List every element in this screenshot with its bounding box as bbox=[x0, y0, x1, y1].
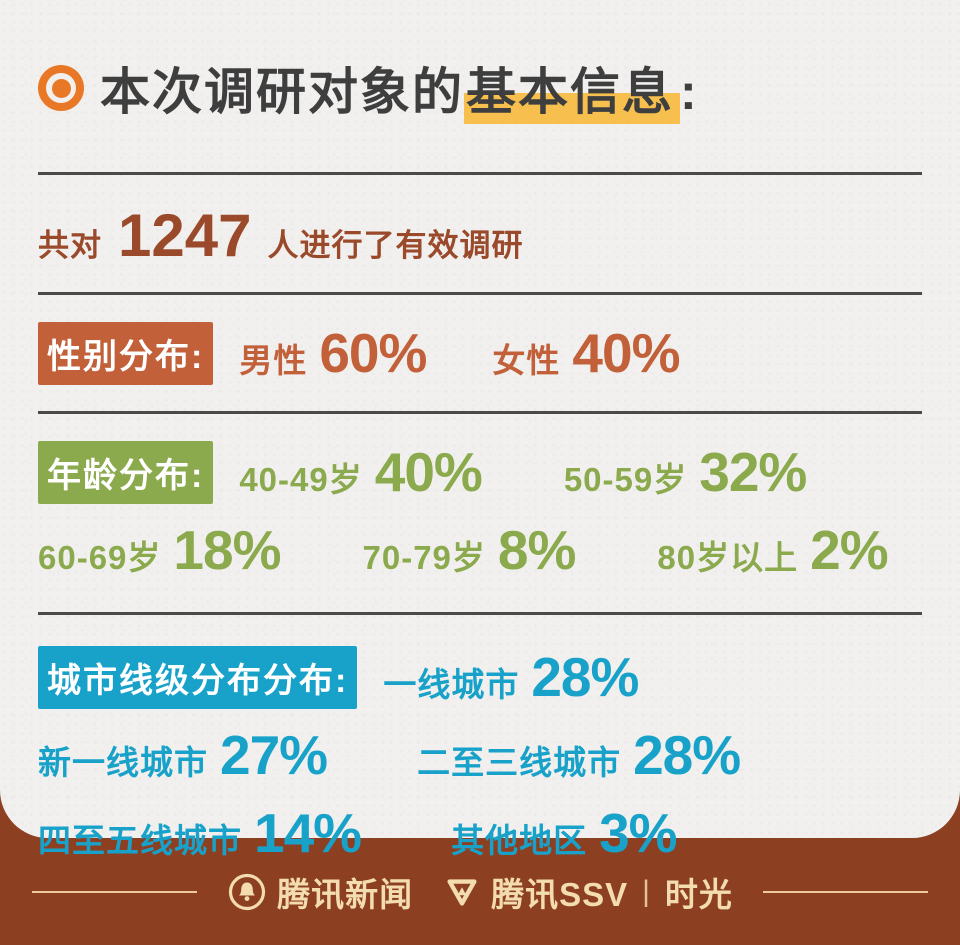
footer-line-right bbox=[762, 890, 928, 893]
tencent-news-logo-icon bbox=[228, 873, 266, 910]
stat-value: 3% bbox=[599, 802, 677, 864]
stat-name: 60-69岁 bbox=[38, 539, 162, 576]
stat-value: 28% bbox=[531, 646, 639, 708]
divider bbox=[38, 411, 922, 414]
city-section-row-1: 城市线级分布分布: 一线城市 28% bbox=[38, 645, 922, 709]
stat-item: 70-79岁 8% bbox=[362, 518, 577, 582]
shiguang-label: 时光 bbox=[664, 875, 733, 913]
content-card: 本次调研对象的基本信息: 共对 1247 人进行了有效调研 性别分布: 男性 6… bbox=[38, 0, 922, 864]
stat-item: 一线城市 28% bbox=[383, 645, 639, 709]
stat-name: 80岁以上 bbox=[657, 539, 799, 576]
stat-value: 40% bbox=[572, 322, 680, 384]
city-section-row-3: 四至五线城市 14% 其他地区 3% bbox=[38, 801, 922, 865]
title-highlight: 基本信息 bbox=[464, 64, 680, 124]
divider bbox=[38, 612, 922, 615]
footer-separator: | bbox=[642, 874, 651, 908]
stat-value: 40% bbox=[374, 441, 483, 503]
stat-item: 四至五线城市 14% bbox=[38, 801, 362, 865]
tencent-ssv-label: 腾讯SSV bbox=[491, 875, 629, 913]
page-title: 本次调研对象的基本信息: bbox=[100, 52, 699, 124]
stat-item: 60-69岁 18% bbox=[38, 518, 282, 582]
stat-item: 其他地区 3% bbox=[451, 801, 677, 865]
stat-value: 8% bbox=[497, 519, 576, 581]
tencent-ssv-logo-icon bbox=[447, 878, 477, 906]
stat-value: 27% bbox=[220, 724, 328, 786]
tencent-news-label: 腾讯新闻 bbox=[277, 875, 414, 913]
section-label-age: 年龄分布: bbox=[38, 440, 214, 504]
total-count: 1247 bbox=[118, 202, 252, 269]
stat-name: 男性 bbox=[239, 342, 308, 379]
stat-name: 女性 bbox=[492, 342, 561, 379]
footer-line-left bbox=[32, 890, 198, 893]
stat-name: 50-59岁 bbox=[563, 461, 688, 498]
stat-value: 32% bbox=[699, 441, 807, 503]
stat-name: 其他地区 bbox=[451, 822, 588, 859]
header: 本次调研对象的基本信息: bbox=[38, 0, 922, 124]
tencent-ssv-brand: 腾讯SSV | 时光 bbox=[443, 868, 733, 916]
stat-name: 一线城市 bbox=[383, 666, 520, 703]
stat-value: 18% bbox=[173, 519, 281, 581]
footer: 腾讯新闻 腾讯SSV | 时光 bbox=[0, 838, 960, 945]
stat-item: 50-59岁 32% bbox=[563, 440, 808, 504]
stat-item: 男性 60% bbox=[239, 321, 427, 385]
age-section-row-1: 年龄分布: 40-49岁 40% 50-59岁 32% bbox=[38, 440, 922, 504]
title-colon: : bbox=[680, 64, 699, 120]
section-label-gender: 性别分布: bbox=[38, 321, 214, 385]
stat-value: 2% bbox=[810, 519, 888, 581]
gender-section-row: 性别分布: 男性 60% 女性 40% bbox=[38, 321, 922, 385]
stat-name: 40-49岁 bbox=[239, 461, 363, 498]
stat-item: 新一线城市 27% bbox=[38, 723, 328, 787]
stat-name: 二至三线城市 bbox=[417, 744, 622, 781]
city-section-row-2: 新一线城市 27% 二至三线城市 28% bbox=[38, 723, 922, 787]
stat-name: 新一线城市 bbox=[38, 744, 208, 781]
tencent-news-brand: 腾讯新闻 bbox=[227, 868, 413, 916]
stat-item: 女性 40% bbox=[492, 321, 680, 385]
stat-value: 14% bbox=[254, 802, 362, 864]
title-prefix: 本次调研对象的 bbox=[100, 64, 464, 120]
stat-item: 80岁以上 2% bbox=[657, 518, 888, 582]
section-label-city: 城市线级分布分布: bbox=[38, 645, 358, 709]
stat-name: 70-79岁 bbox=[362, 539, 486, 576]
total-prefix: 共对 bbox=[38, 228, 102, 263]
bullseye-icon bbox=[38, 65, 84, 111]
stat-name: 四至五线城市 bbox=[38, 822, 242, 859]
stat-item: 二至三线城市 28% bbox=[417, 723, 741, 787]
stat-value: 28% bbox=[633, 724, 741, 786]
stat-item: 40-49岁 40% bbox=[239, 440, 483, 504]
stat-value: 60% bbox=[319, 322, 427, 384]
age-section-row-2: 60-69岁 18% 70-79岁 8% 80岁以上 2% bbox=[38, 518, 922, 582]
total-suffix: 人进行了有效调研 bbox=[267, 228, 524, 263]
divider bbox=[38, 292, 922, 295]
total-surveyed-row: 共对 1247 人进行了有效调研 bbox=[38, 201, 922, 270]
divider bbox=[38, 172, 922, 175]
